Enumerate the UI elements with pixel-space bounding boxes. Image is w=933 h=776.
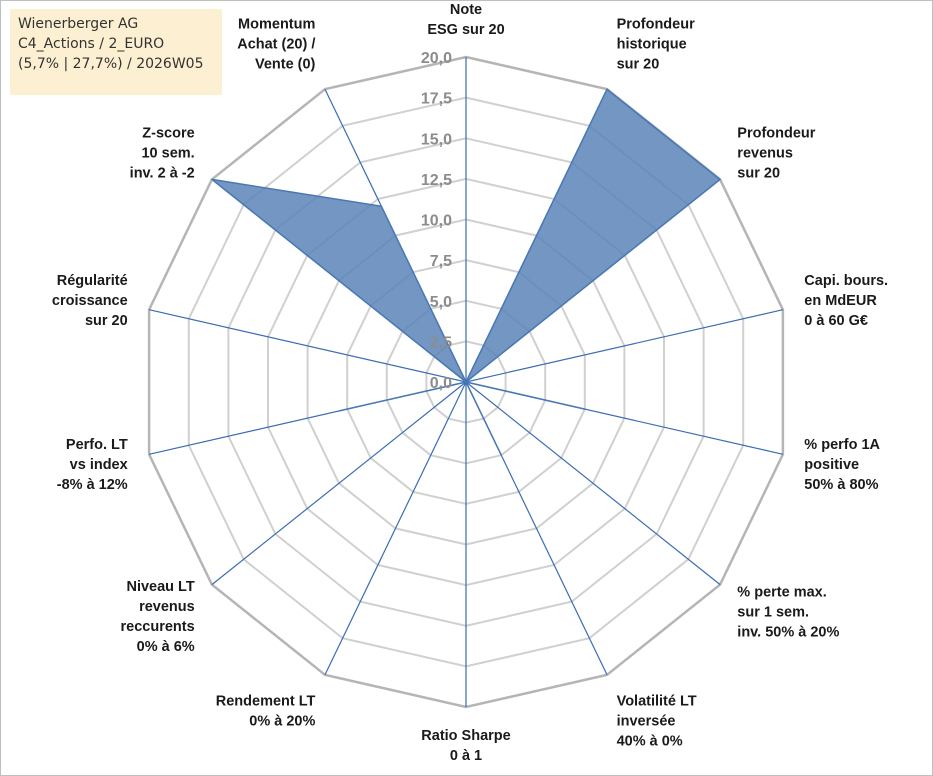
axis-spoke <box>324 381 467 676</box>
info-box: Wienerberger AG C4_Actions / 2_EURO (5,7… <box>10 9 222 95</box>
tick-label: 7,5 <box>430 253 452 270</box>
axis-label: Note ESG sur 20 <box>427 2 504 38</box>
axis-spoke <box>148 309 467 383</box>
axis-label: Z-score 10 sem. inv. 2 à -2 <box>130 126 195 182</box>
axis-label: Ratio Sharpe 0 à 1 <box>421 728 510 764</box>
tick-label: 17,5 <box>421 91 452 108</box>
tick-label: 0,0 <box>430 375 452 392</box>
axis-spoke <box>465 381 721 586</box>
radar-series <box>211 88 721 456</box>
radial-tick-labels: 0,0 2,5 5,0 7,5 10,0 12,5 15,0 17,5 20,0 <box>421 50 452 392</box>
axis-label: Momentum Achat (20) / Vente (0) <box>237 16 315 72</box>
axis-label: Niveau LT revenus reccurents 0% à 6% <box>121 579 195 655</box>
axis-label: Capi. bours. en MdEUR 0 à 60 G€ <box>804 273 888 329</box>
tick-label: 15,0 <box>421 131 452 148</box>
axis-spoke <box>211 381 467 586</box>
tick-label: 5,0 <box>430 294 452 311</box>
axis-spoke <box>465 309 784 383</box>
tick-label: 12,5 <box>421 172 452 189</box>
period-label: (5,7% | 27,7%) / 2026W05 <box>18 56 204 72</box>
axis-label: % perfo 1A positive 50% à 80% <box>804 437 880 493</box>
axis-labels: Note ESG sur 20 Profondeur historique sur 20… <box>52 2 888 764</box>
axis-label: Profondeur revenus sur 20 <box>737 126 815 182</box>
axis-label: Rendement LT 0% à 20% <box>216 694 316 730</box>
tick-label: 10,0 <box>421 213 452 230</box>
company-name: Wienerberger AG <box>18 16 139 32</box>
axis-label: Régularité croissance sur 20 <box>52 273 128 329</box>
axis-label: Profondeur historique sur 20 <box>617 16 695 72</box>
category-label: C4_Actions / 2_EURO <box>18 36 165 52</box>
axis-label: Volatilité LT inversée 40% à 0% <box>617 694 697 750</box>
tick-label: 20,0 <box>421 50 452 67</box>
axis-label: % perte max. sur 1 sem. inv. 50% à 20% <box>737 584 839 640</box>
tick-label: 2,5 <box>430 334 452 351</box>
axis-label: Perfo. LT vs index -8% à 12% <box>57 437 128 493</box>
